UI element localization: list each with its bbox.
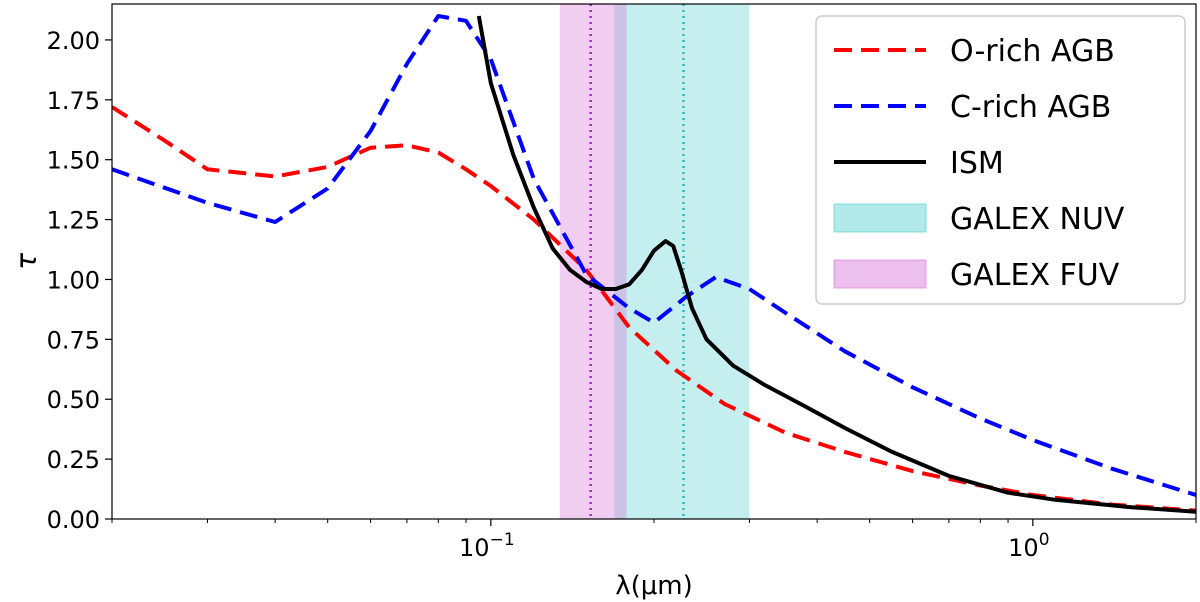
band-layer — [559, 4, 750, 519]
y-tick-label: 1.00 — [47, 266, 100, 294]
legend-label-galex-fuv: GALEX FUV — [950, 258, 1120, 293]
legend-label-galex-nuv: GALEX NUV — [950, 202, 1125, 237]
y-tick-label: 0.00 — [47, 506, 100, 534]
x-tick-label: 100 — [1008, 530, 1049, 562]
legend: O-rich AGB C-rich AGB ISM GALEX NUV GALEX FU… — [815, 15, 1186, 305]
x-tick-label: 10−1 — [459, 530, 515, 562]
legend-label-ism: ISM — [950, 146, 1004, 181]
y-tick-label: 1.25 — [47, 207, 100, 235]
band-galex-nuv — [614, 4, 750, 519]
y-axis: 0.00 0.25 0.50 0.75 1.00 1.25 1.50 1.75 2.00 — [47, 27, 112, 534]
x-tick-exponent: −1 — [490, 530, 515, 550]
y-tick-label: 1.50 — [47, 147, 100, 175]
x-tick-exponent: 0 — [1039, 530, 1050, 550]
y-tick-label: 0.25 — [47, 446, 100, 474]
series-layer — [112, 14, 1196, 514]
y-tick-label: 0.75 — [47, 326, 100, 354]
band-galex-fuv — [559, 4, 627, 519]
x-axis-label: λ(μm) — [615, 571, 693, 601]
series-line-c-rich-agb — [112, 14, 1196, 497]
y-tick-label: 0.50 — [47, 386, 100, 414]
y-tick-label: 1.75 — [47, 87, 100, 115]
y-axis-label: τ — [10, 253, 43, 270]
legend-label-c-rich-agb: C-rich AGB — [950, 90, 1111, 125]
x-axis: 10−1 100 — [111, 519, 1197, 562]
legend-swatch-galex-nuv — [833, 203, 927, 233]
y-tick-label: 2.00 — [47, 27, 100, 55]
legend-swatch-galex-fuv — [833, 259, 927, 289]
series-line-ism — [476, 15, 1196, 514]
legend-label-o-rich-agb: O-rich AGB — [950, 34, 1115, 69]
